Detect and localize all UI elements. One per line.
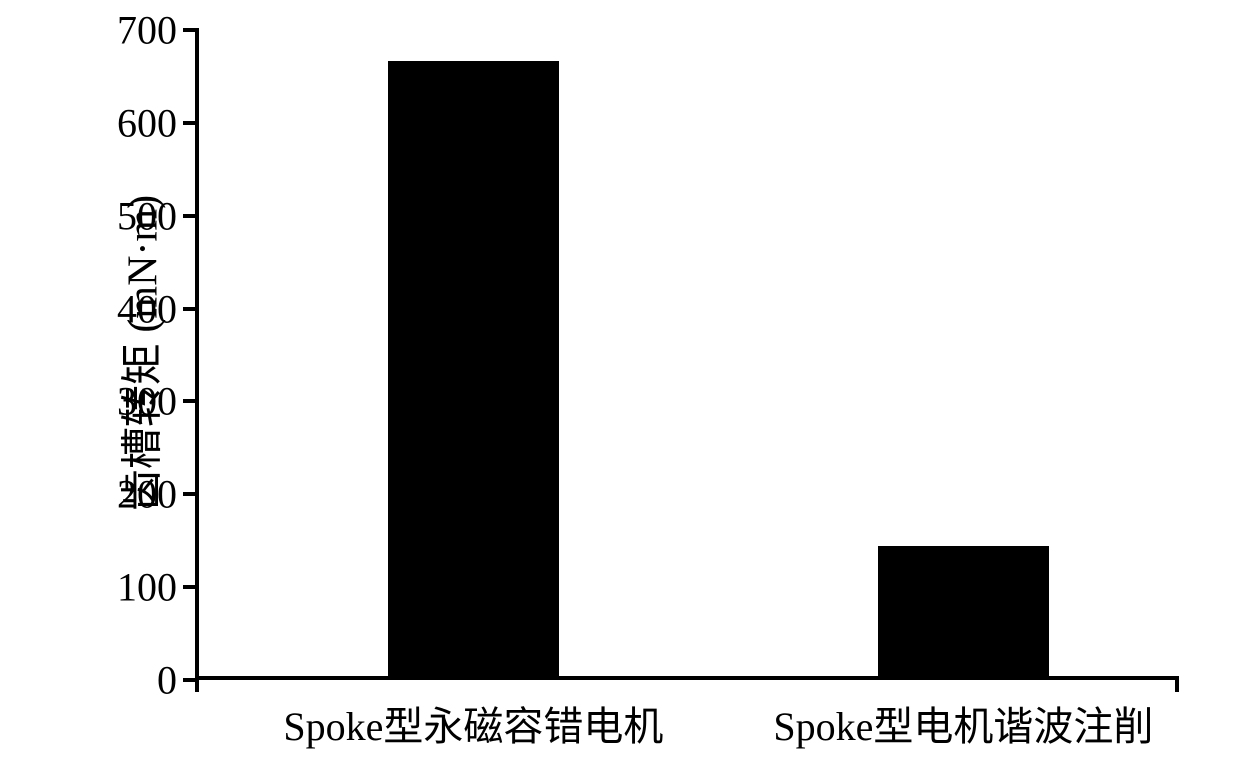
x-category-label: Spoke型永磁容错电机 xyxy=(283,694,663,752)
plot-area: 齿槽转矩 (mN·m) 0100200300400500600700 Spoke… xyxy=(195,30,1175,680)
y-axis-tick xyxy=(183,307,199,311)
y-axis-tick-label: 700 xyxy=(117,7,177,54)
bar xyxy=(878,546,1050,676)
y-axis-tick xyxy=(183,121,199,125)
bar xyxy=(388,61,560,676)
y-axis-tick-label: 0 xyxy=(157,657,177,704)
y-axis-tick xyxy=(183,492,199,496)
y-axis-tick-label: 600 xyxy=(117,99,177,146)
x-axis-tick-start xyxy=(195,676,199,692)
bar-chart-container: 齿槽转矩 (mN·m) 0 100 200 300 400 500 600 700 Spoke… xyxy=(95,10,1230,750)
y-axis-tick xyxy=(183,585,199,589)
y-axis-tick xyxy=(183,28,199,32)
x-category-label: Spoke型电机谐波注削 xyxy=(773,694,1153,752)
y-axis-tick-label: 400 xyxy=(117,285,177,332)
y-axis-tick-label: 100 xyxy=(117,564,177,611)
y-axis-tick xyxy=(183,214,199,218)
y-axis-label: 齿槽转矩 (mN·m) xyxy=(109,195,170,511)
y-axis-tick-label: 300 xyxy=(117,378,177,425)
y-axis-tick-label: 200 xyxy=(117,471,177,518)
x-axis-tick-end xyxy=(1175,676,1179,692)
y-axis-tick-label: 500 xyxy=(117,192,177,239)
y-axis-tick xyxy=(183,399,199,403)
